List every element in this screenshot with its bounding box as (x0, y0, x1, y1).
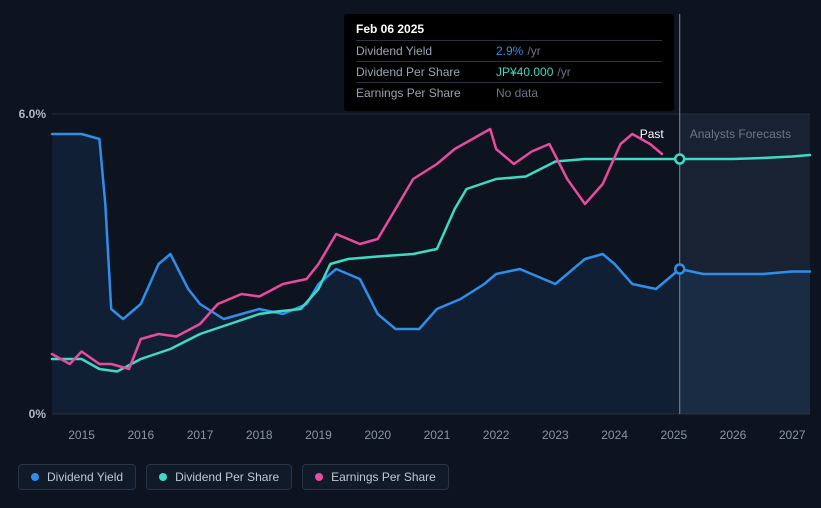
legend-item-label: Dividend Per Share (175, 470, 279, 484)
legend-item-earnings-per-share[interactable]: Earnings Per Share (302, 464, 449, 490)
legend-dot-icon (315, 473, 323, 481)
tooltip-row-suffix: /yr (527, 44, 540, 58)
x-axis-year-label: 2026 (720, 428, 747, 442)
tooltip-row-value: 2.9% (496, 44, 523, 58)
x-axis-year-label: 2025 (660, 428, 687, 442)
legend-item-dividend-yield[interactable]: Dividend Yield (18, 464, 136, 490)
past-region-label: Past (640, 127, 664, 141)
legend-dot-icon (159, 473, 167, 481)
x-axis-year-label: 2020 (364, 428, 391, 442)
tooltip-row-suffix: /yr (557, 65, 570, 79)
tooltip-row-label: Dividend Yield (356, 44, 496, 58)
tooltip-row-value: JP¥40.000 (496, 65, 553, 79)
legend-item-label: Earnings Per Share (331, 470, 436, 484)
legend-item-dividend-per-share[interactable]: Dividend Per Share (146, 464, 292, 490)
legend-item-label: Dividend Yield (47, 470, 123, 484)
tooltip-row: Dividend Per ShareJP¥40.000/yr (356, 61, 662, 82)
x-axis-year-label: 2018 (246, 428, 273, 442)
tooltip-date: Feb 06 2025 (356, 22, 662, 40)
x-axis-year-label: 2017 (187, 428, 214, 442)
x-axis-year-label: 2019 (305, 428, 332, 442)
tooltip-row: Earnings Per ShareNo data (356, 82, 662, 103)
tooltip-row-label: Earnings Per Share (356, 86, 496, 100)
x-axis-year-label: 2021 (424, 428, 451, 442)
hover-tooltip: Feb 06 2025 Dividend Yield2.9%/yrDividen… (344, 14, 674, 111)
y-axis-max-label: 6.0% (6, 107, 46, 121)
x-axis-year-label: 2024 (601, 428, 628, 442)
x-axis-year-label: 2022 (483, 428, 510, 442)
x-axis-year-label: 2027 (779, 428, 806, 442)
legend: Dividend Yield Dividend Per Share Earnings… (18, 464, 449, 490)
y-axis-min-label: 0% (6, 407, 46, 421)
forecast-region-label: Analysts Forecasts (690, 127, 791, 141)
tooltip-row-value: No data (496, 86, 538, 100)
legend-dot-icon (31, 473, 39, 481)
x-axis-year-label: 2023 (542, 428, 569, 442)
chart-container: 6.0% 0% Past Analysts Forecasts Feb 06 2… (0, 0, 821, 508)
tooltip-row-label: Dividend Per Share (356, 65, 496, 79)
tooltip-row: Dividend Yield2.9% /yr (356, 40, 662, 61)
x-axis-year-label: 2015 (68, 428, 95, 442)
x-axis-year-label: 2016 (127, 428, 154, 442)
